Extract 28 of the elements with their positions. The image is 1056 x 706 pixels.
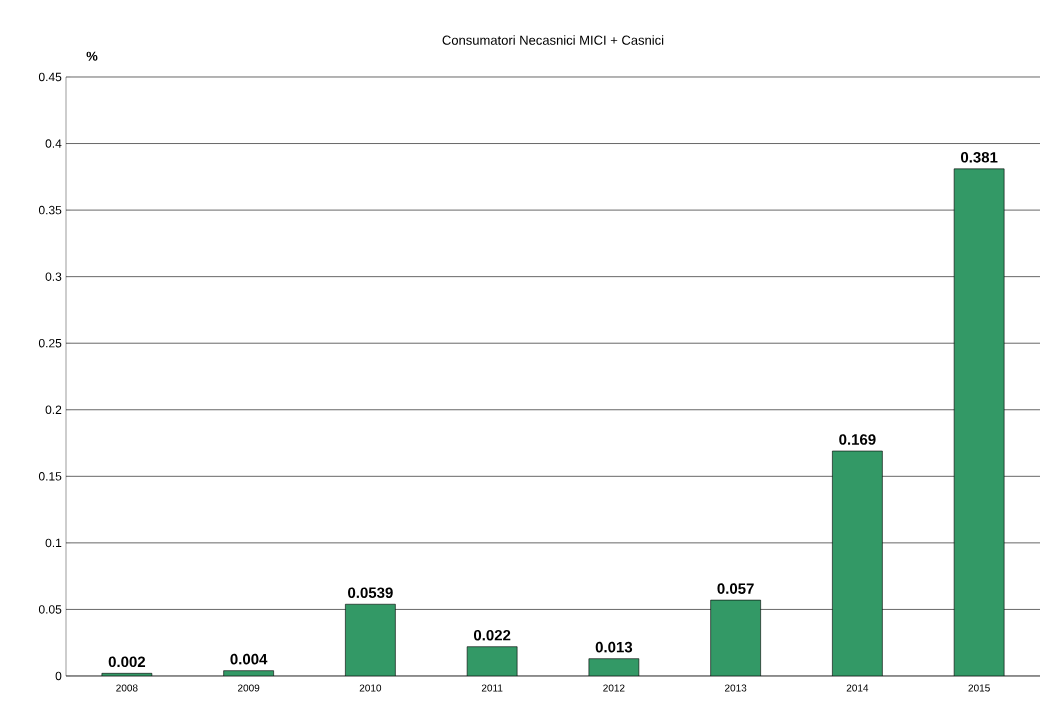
data-label: 0.002	[108, 656, 146, 668]
data-label: 0.381	[960, 152, 998, 163]
y-tick-label: 0.4	[45, 139, 62, 148]
data-label: 0.004	[230, 653, 268, 665]
y-tick-label: 0.35	[38, 205, 62, 215]
data-label: 0.013	[595, 641, 633, 653]
y-tick-label: 0.1	[45, 538, 62, 548]
x-tick-label: 2014	[846, 684, 869, 692]
data-label: 0.0539	[348, 587, 393, 599]
chart-title: Consumatori Necasnici MICI + Casnici	[442, 35, 664, 45]
y-tick-label: 0	[55, 671, 62, 681]
x-tick-label: 2012	[603, 684, 625, 692]
y-tick-label: 0.25	[38, 338, 62, 348]
x-tick-label: 2010	[359, 684, 382, 692]
data-label: 0.022	[473, 629, 511, 641]
x-tick-label: 2013	[725, 684, 747, 692]
data-label: 0.169	[839, 434, 876, 445]
y-tick-label: 0.2	[45, 405, 62, 415]
x-tick-label: 2009	[238, 684, 260, 692]
y-tick-label: 0.3	[45, 272, 62, 281]
x-tick-label: 2008	[116, 684, 138, 692]
data-label: 0.057	[717, 583, 754, 594]
y-tick-label: 0.45	[38, 72, 62, 82]
y-tick-label: 0.05	[38, 605, 62, 614]
x-tick-label: 2015	[968, 684, 990, 692]
y-tick-label: 0.15	[38, 472, 62, 481]
x-tick-label: 2011	[481, 684, 503, 692]
y-axis-title: %	[86, 51, 98, 61]
